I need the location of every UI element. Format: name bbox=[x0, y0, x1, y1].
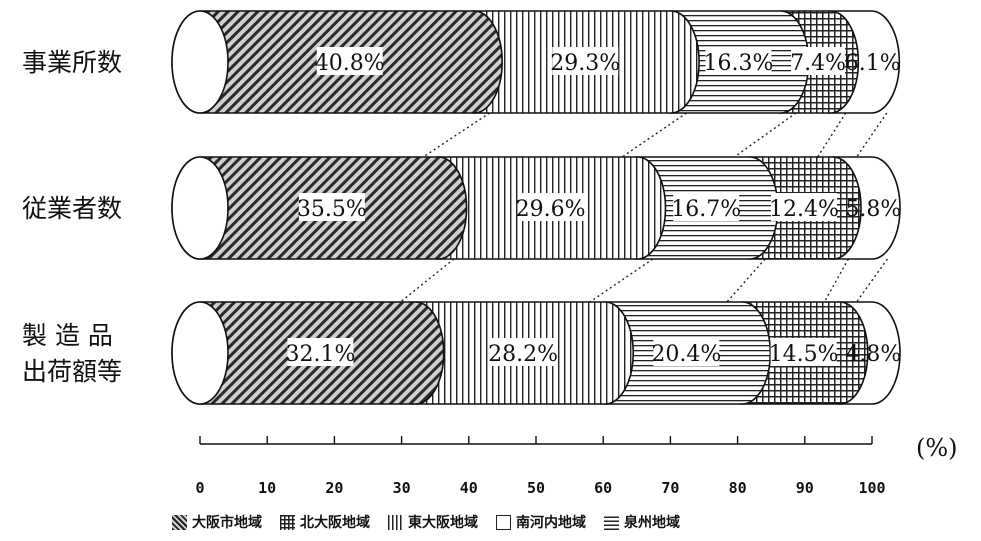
legend-label: 北大阪地域 bbox=[300, 515, 370, 531]
category-label: 事業所数 bbox=[22, 48, 122, 77]
cylinder-end-cap bbox=[171, 10, 229, 114]
cylinder-bar: 32.1% 28.2% 20.4% 14.5% 4.8% bbox=[171, 301, 901, 405]
legend-label: 大阪市地域 bbox=[192, 515, 262, 531]
connector-lines bbox=[399, 112, 888, 303]
legend-item-higashi-osaka: 東大阪地域 bbox=[388, 512, 478, 532]
x-tick-label: 30 bbox=[393, 479, 411, 497]
data-label: 29.6% bbox=[516, 197, 586, 222]
cylinder-bar: 40.8% 29.3% 16.3% 7.4%6.1% bbox=[171, 10, 901, 114]
legend-item-minami-kawachi: 南河内地域 bbox=[496, 512, 586, 532]
category-label: 製 造 品 bbox=[22, 321, 113, 350]
data-label: 16.3% bbox=[703, 51, 773, 76]
x-tick-label: 0 bbox=[195, 479, 204, 497]
x-axis: 0 10 20 30 40 50 60 70 80 90 100 (%) bbox=[195, 434, 957, 497]
connector-line bbox=[817, 112, 847, 158]
data-label: 35.5% bbox=[297, 197, 367, 222]
x-tick-label: 90 bbox=[796, 479, 814, 497]
data-label: 29.3% bbox=[550, 51, 620, 76]
connector-line bbox=[823, 258, 850, 303]
category-label: 出荷額等 bbox=[22, 357, 122, 386]
connector-line bbox=[422, 112, 490, 158]
connector-line bbox=[589, 258, 654, 303]
connector-line bbox=[399, 258, 455, 303]
data-label: 32.1% bbox=[286, 342, 356, 367]
data-label: 6.1% bbox=[845, 51, 901, 76]
bars-layer: 40.8% 29.3% 16.3% 7.4%6.1% 35.5% 29.6% 16.7% 12… bbox=[171, 10, 901, 405]
cylinder-end-cap bbox=[171, 301, 229, 405]
cylinder-end-cap bbox=[171, 156, 229, 260]
data-label: 4.8% bbox=[845, 342, 901, 367]
grid-hatch-icon bbox=[280, 514, 295, 530]
legend-label: 東大阪地域 bbox=[408, 515, 478, 531]
vertical-hatch-icon bbox=[388, 514, 403, 530]
x-tick-label: 10 bbox=[258, 479, 276, 497]
x-tick-label: 80 bbox=[729, 479, 747, 497]
data-label: 7.4% bbox=[790, 51, 846, 76]
legend-label: 泉州地域 bbox=[624, 515, 680, 531]
x-tick-label: 60 bbox=[594, 479, 612, 497]
data-label: 20.4% bbox=[651, 342, 721, 367]
data-label: 40.8% bbox=[315, 51, 385, 76]
x-tick-label: 70 bbox=[661, 479, 679, 497]
legend-item-kita-osaka: 北大阪地域 bbox=[280, 512, 370, 532]
connector-line bbox=[856, 258, 888, 303]
data-label: 12.4% bbox=[769, 197, 839, 222]
data-label-bg bbox=[316, 47, 383, 75]
data-label-bg bbox=[770, 193, 837, 221]
legend-label: 南河内地域 bbox=[516, 515, 586, 531]
connector-line bbox=[733, 112, 797, 158]
unit-label: (%) bbox=[916, 434, 958, 462]
connector-line bbox=[726, 258, 766, 303]
data-label: 5.8% bbox=[845, 197, 901, 222]
horizontal-hatch-icon bbox=[604, 514, 619, 530]
cylinder-bar: 35.5% 29.6% 16.7% 12.4% 5.8% bbox=[171, 156, 901, 260]
data-label-bg bbox=[552, 47, 619, 75]
category-label: 従業者数 bbox=[22, 194, 122, 223]
x-tick-label: 50 bbox=[527, 479, 545, 497]
diagonal-hatch-icon bbox=[172, 514, 187, 530]
connector-line bbox=[856, 112, 888, 158]
data-label-bg bbox=[298, 193, 365, 221]
data-label: 16.7% bbox=[671, 197, 741, 222]
data-label-bg bbox=[705, 47, 772, 75]
legend-item-senshu: 泉州地域 bbox=[604, 512, 680, 532]
data-label-bg bbox=[653, 338, 720, 366]
data-label: 28.2% bbox=[488, 342, 558, 367]
connector-line bbox=[621, 112, 687, 158]
data-label-bg bbox=[791, 47, 846, 75]
data-label-bg bbox=[770, 338, 837, 366]
data-label-bg bbox=[490, 338, 557, 366]
legend-item-osaka-city: 大阪市地域 bbox=[172, 512, 262, 532]
legend: 大阪市地域 北大阪地域 東大阪地域 南河内地域 泉州地域 bbox=[172, 512, 680, 532]
x-tick-label: 20 bbox=[325, 479, 343, 497]
x-tick-label: 100 bbox=[858, 479, 885, 497]
empty-box-icon bbox=[496, 514, 511, 530]
data-label-bg bbox=[673, 193, 740, 221]
data-label-bg bbox=[517, 193, 584, 221]
data-label-bg bbox=[287, 338, 354, 366]
x-tick-label: 40 bbox=[460, 479, 478, 497]
data-label: 14.5% bbox=[769, 342, 839, 367]
